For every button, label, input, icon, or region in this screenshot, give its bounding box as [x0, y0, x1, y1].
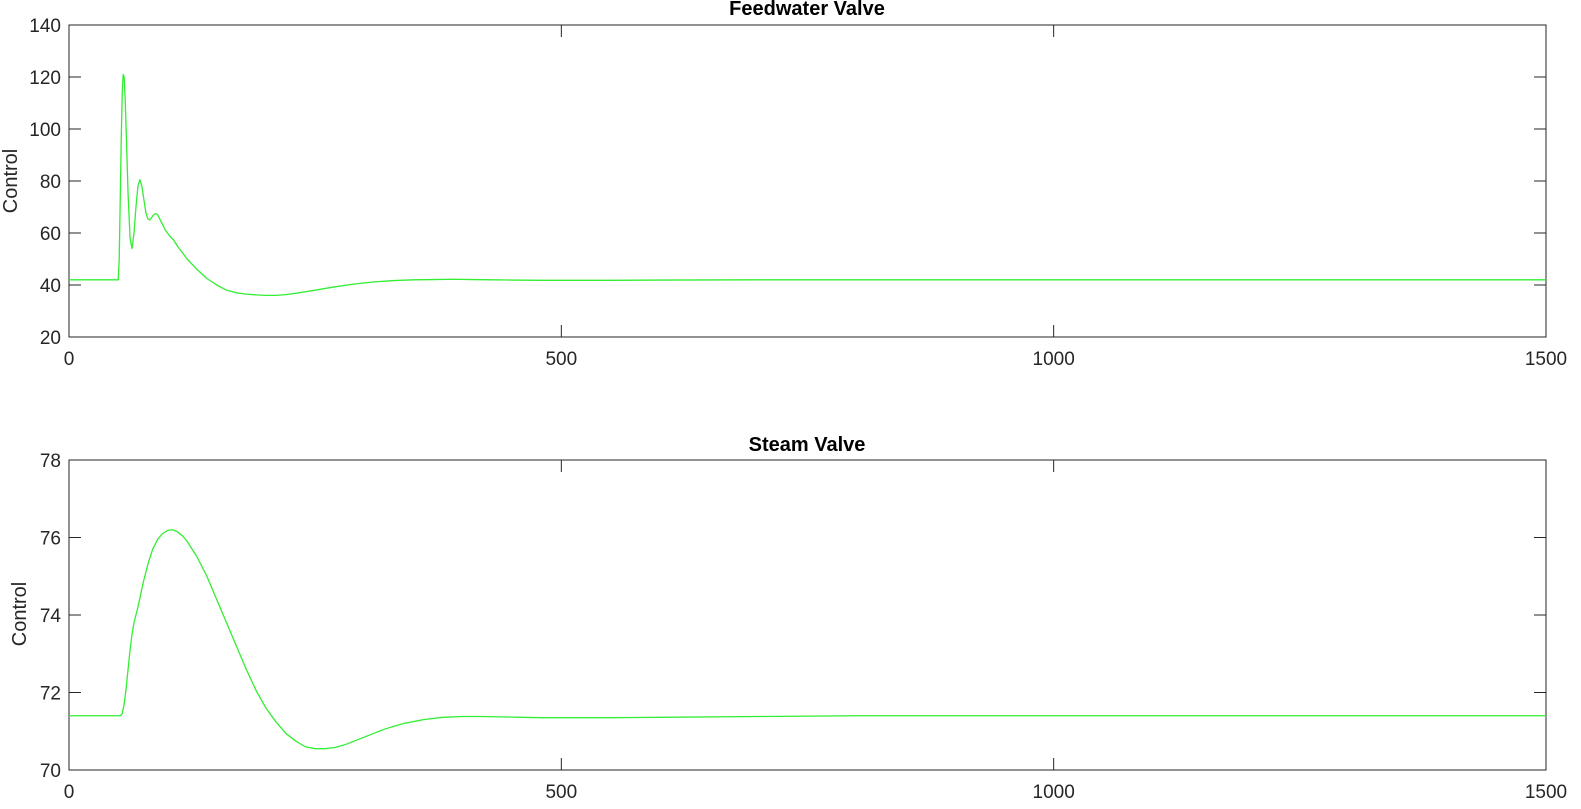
y-tick-label: 140: [29, 16, 61, 37]
chart-title: Steam Valve: [749, 434, 866, 456]
y-tick-label: 60: [40, 224, 61, 245]
y-tick-label: 74: [40, 606, 62, 627]
axis-ticks: [68, 24, 1547, 338]
axis-ticks: [68, 459, 1547, 771]
x-tick-label: 0: [64, 349, 75, 370]
y-tick-label: 80: [40, 172, 61, 193]
chart-title: Feedwater Valve: [729, 0, 885, 20]
y-tick-label: 120: [29, 68, 61, 89]
y-tick-label: 100: [29, 120, 61, 141]
x-tick-label: 1500: [1525, 782, 1567, 803]
x-tick-label: 1000: [1033, 349, 1075, 370]
y-tick-label: 78: [40, 451, 61, 472]
tick-labels: 0 500 1000 1500 20 40 60 80 100 120 140: [29, 16, 1567, 370]
x-tick-label: 500: [545, 349, 577, 370]
y-tick-label: 72: [40, 684, 61, 705]
subplot-steam-valve: Steam Valve Control 0 500 1000 1500 70 72 74 76…: [9, 434, 1567, 803]
series-line: [69, 529, 1546, 750]
y-tick-label: 76: [40, 529, 61, 550]
y-axis-label: Control: [0, 149, 22, 213]
x-tick-label: 0: [64, 782, 75, 803]
y-tick-label: 70: [40, 761, 61, 782]
y-axis-label: Control: [9, 582, 31, 646]
x-tick-label: 500: [545, 782, 577, 803]
x-tick-label: 1500: [1525, 349, 1567, 370]
series-line: [69, 73, 1546, 297]
x-tick-label: 1000: [1033, 782, 1075, 803]
tick-labels: 0 500 1000 1500 70 72 74 76 78: [40, 451, 1567, 803]
y-tick-label: 20: [40, 328, 61, 349]
plot-area: [68, 24, 1547, 338]
subplot-feedwater-valve: Feedwater Valve Control 0 500 1000 1500 20 40…: [0, 0, 1567, 370]
plot-area: [68, 459, 1547, 771]
y-tick-label: 40: [40, 276, 61, 297]
